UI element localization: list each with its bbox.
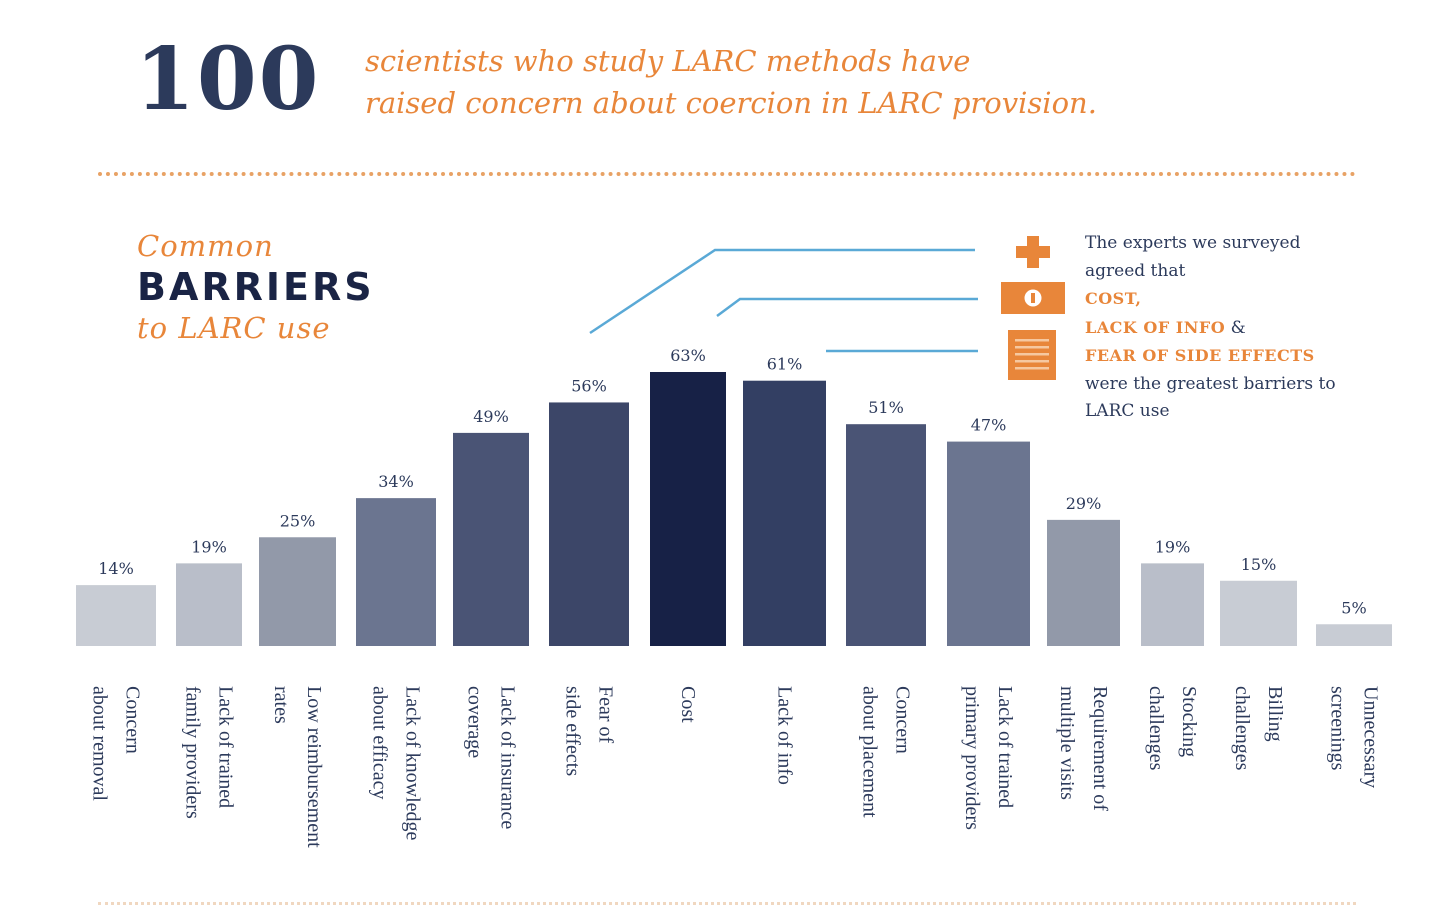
category-label-10: Requirement of multiple visits <box>1056 686 1111 811</box>
value-label-13: 5% <box>1341 598 1366 617</box>
headline-text: scientists who study LARC methods have r… <box>365 40 1265 124</box>
value-label-8: 51% <box>868 398 904 417</box>
dotted-divider <box>98 172 1356 176</box>
category-label-7-line-0: Lack of info <box>774 686 796 785</box>
headline-number: 100 <box>135 29 321 130</box>
category-label-1-line-0: Lack of trained <box>215 686 237 808</box>
bar-12 <box>1220 580 1297 646</box>
category-label-8-line-0: Concern <box>892 686 914 754</box>
bar-3 <box>356 498 436 646</box>
leader-line-fear <box>589 248 975 335</box>
category-label-5: Fear of side effects <box>562 686 617 776</box>
medical-cross-icon <box>1016 236 1050 268</box>
headline-line-1: scientists who study LARC methods have <box>365 44 971 78</box>
value-label-6: 63% <box>670 346 706 365</box>
value-label-5: 56% <box>571 376 607 395</box>
bottom-divider <box>98 902 1356 905</box>
category-label-6-line-0: Cost <box>677 686 699 723</box>
bar-2 <box>259 537 336 646</box>
category-label-2-line-1: rates <box>270 686 292 724</box>
value-label-9: 47% <box>971 416 1007 435</box>
category-label-7: Lack of info <box>774 686 796 785</box>
category-label-5-line-1: side effects <box>562 686 584 776</box>
category-label-10-line-0: Requirement of <box>1089 686 1111 811</box>
bar-8 <box>846 424 926 646</box>
value-label-12: 15% <box>1241 555 1277 574</box>
value-label-4: 49% <box>473 407 509 426</box>
value-label-2: 25% <box>280 511 316 530</box>
category-label-0-line-1: about removal <box>89 686 111 801</box>
category-label-9-line-1: primary providers <box>961 686 983 830</box>
bar-7 <box>743 380 826 646</box>
value-label-11: 19% <box>1155 537 1191 556</box>
category-label-8-line-1: about placement <box>859 686 881 818</box>
category-label-1: Lack of trained family providers <box>182 686 237 819</box>
value-label-1: 19% <box>191 537 227 556</box>
category-label-3-line-0: Lack of knowledge <box>402 686 424 841</box>
category-label-13-line-0: Unnecessary <box>1360 686 1382 788</box>
bar-10 <box>1047 519 1120 646</box>
bar-6 <box>650 372 726 646</box>
chart-title-subtitle: to LARC use <box>137 311 331 345</box>
bar-5 <box>549 402 629 646</box>
category-label-5-line-0: Fear of <box>595 686 617 744</box>
chart-title-common: Common <box>137 229 274 263</box>
category-label-11: Stocking challenges <box>1145 686 1200 771</box>
leader-lines <box>589 248 978 353</box>
bar-13 <box>1316 624 1392 646</box>
callout-outro: were the greatest barriers to LARC use <box>1085 373 1336 422</box>
category-label-3-line-1: about efficacy <box>369 686 391 799</box>
category-label-13-line-1: screenings <box>1327 686 1349 771</box>
bars-layer: 14% Concern about removal 19% Lack of traine… <box>76 346 1392 848</box>
cash-icon <box>1001 282 1065 314</box>
callout-note: The experts we surveyed agreed that COST… <box>1085 230 1365 426</box>
document-icon <box>1008 330 1056 380</box>
bar-0 <box>76 585 156 646</box>
category-label-0-line-0: Concern <box>122 686 144 754</box>
leader-line-cost <box>716 297 978 318</box>
category-label-12: Billing challenges <box>1231 686 1286 771</box>
callout-amp: & <box>1230 317 1246 338</box>
category-label-2: Low reimbursement rates <box>270 686 325 848</box>
headline-line-2: raised concern about coercion in LARC pr… <box>365 86 1097 120</box>
value-label-10: 29% <box>1066 494 1102 513</box>
value-label-7: 61% <box>767 355 803 374</box>
bar-11 <box>1141 563 1204 646</box>
category-label-13: Unnecessary screenings <box>1327 686 1382 788</box>
category-label-12-line-1: challenges <box>1231 686 1253 771</box>
bar-1 <box>176 563 242 646</box>
category-label-4-line-1: coverage <box>464 686 486 758</box>
category-label-12-line-0: Billing <box>1264 686 1286 742</box>
category-label-6: Cost <box>677 686 699 723</box>
category-label-9: Lack of trained primary providers <box>961 686 1016 830</box>
category-label-1-line-1: family providers <box>182 686 204 819</box>
category-label-0: Concern about removal <box>89 686 144 801</box>
value-label-0: 14% <box>98 559 134 578</box>
category-label-11-line-0: Stocking <box>1178 686 1200 757</box>
category-label-2-line-0: Low reimbursement <box>303 686 325 848</box>
category-label-4: Lack of insurance coverage <box>464 686 519 829</box>
category-label-10-line-1: multiple visits <box>1056 686 1078 800</box>
bar-4 <box>453 432 529 646</box>
callout-fear: FEAR OF SIDE EFFECTS <box>1085 346 1315 365</box>
chart-title-barriers: BARRIERS <box>137 265 375 309</box>
value-label-3: 34% <box>378 472 414 491</box>
bar-9 <box>947 441 1030 646</box>
callout-intro: The experts we surveyed agreed that <box>1085 233 1301 281</box>
category-label-3: Lack of knowledge about efficacy <box>369 686 424 841</box>
category-label-9-line-0: Lack of trained <box>994 686 1016 808</box>
callout-lack-of-info: LACK OF INFO <box>1085 317 1226 337</box>
callout-cost: COST, <box>1085 289 1142 308</box>
category-label-8: Concern about placement <box>859 686 914 818</box>
category-label-4-line-0: Lack of insurance <box>497 686 519 829</box>
category-label-11-line-1: challenges <box>1145 686 1167 771</box>
